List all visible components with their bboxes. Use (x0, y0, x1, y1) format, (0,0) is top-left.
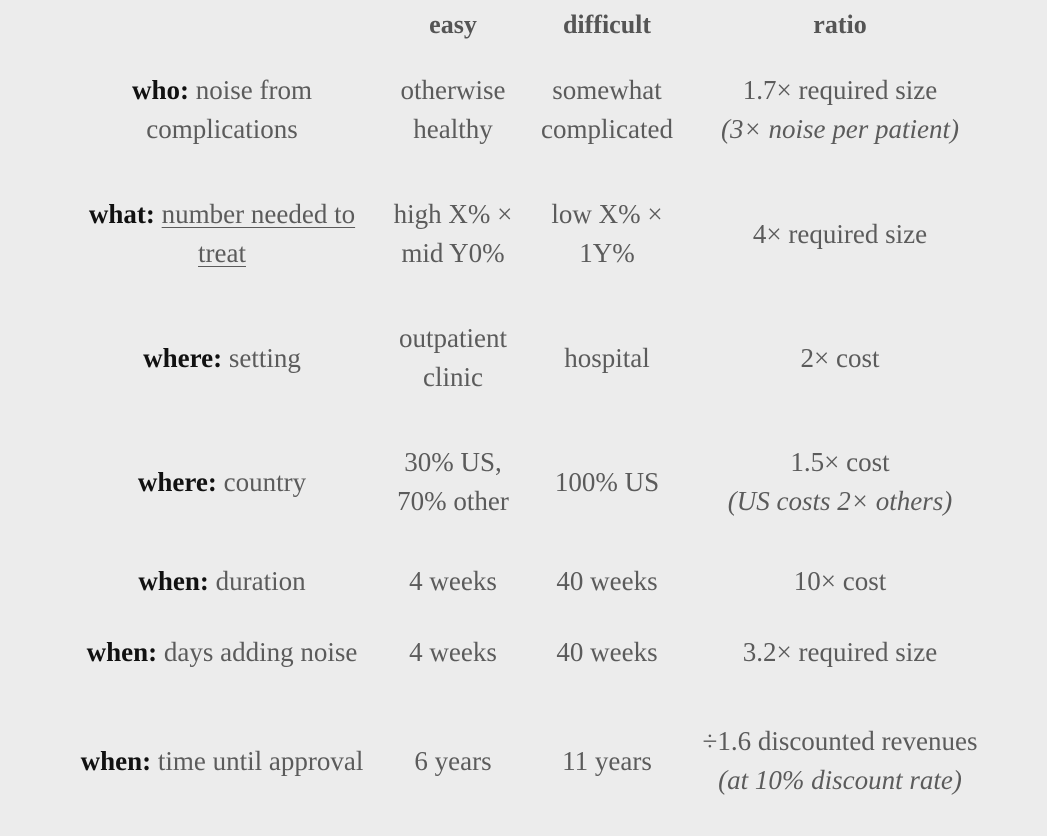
cell-difficult: 40 weeks (556, 565, 658, 596)
cell-difficult: 11 years (562, 745, 652, 776)
row-label-key: where: (137, 466, 217, 497)
cell-easy: 6 years (414, 745, 492, 776)
row-label-desc: duration (208, 565, 306, 596)
table-row: when: days adding noise 4 weeks 40 weeks… (62, 618, 990, 686)
ratio-note: (3× noise per patient) (721, 114, 959, 144)
table-row: where: setting outpatient clinic hospita… (62, 296, 990, 420)
row-label: when: time until approval (62, 686, 382, 836)
cell-difficult: low X% × 1Y% (551, 199, 663, 268)
header-row: easy difficult ratio (62, 0, 990, 48)
comparison-table: easy difficult ratio who: noise from com… (62, 0, 990, 836)
cell-ratio: 2× cost (690, 296, 990, 420)
table-row: when: time until approval 6 years 11 yea… (62, 686, 990, 836)
row-label-key: when: (86, 636, 158, 667)
row-label-desc: days adding noise (157, 636, 358, 667)
row-label: where: setting (62, 296, 382, 420)
cell-easy: 4 weeks (409, 565, 497, 596)
number-needed-to-treat-link[interactable]: number needed to treat (161, 199, 356, 268)
table-row: when: duration 4 weeks 40 weeks 10× cost (62, 544, 990, 618)
ratio-note: (US costs 2× others) (727, 486, 953, 516)
ratio-note: (at 10% discount rate) (718, 765, 962, 795)
row-label: where: country (62, 420, 382, 544)
cell-difficult: 40 weeks (556, 636, 658, 667)
cell-easy: 4 weeks (409, 636, 497, 667)
row-label-desc: setting (222, 342, 301, 373)
row-label: who: noise from complications (62, 48, 382, 172)
cell-ratio: 1.7× required size (3× noise per patient… (690, 48, 990, 172)
cell-easy: high X% × mid Y0% (393, 199, 513, 268)
row-label-desc: country (216, 466, 307, 497)
cell-difficult: 100% US (554, 466, 660, 497)
cell-ratio: 1.5× cost (US costs 2× others) (690, 420, 990, 544)
row-label-desc: noise from complications (146, 75, 312, 144)
ratio-value: 1.5× cost (790, 447, 890, 477)
cell-difficult: hospital (564, 342, 650, 373)
ratio-value: 10× cost (793, 565, 887, 596)
cell-ratio: 4× required size (690, 172, 990, 296)
row-label-key: when: (138, 565, 209, 596)
row-label-key: what: (88, 199, 155, 229)
ratio-value: 4× required size (752, 218, 928, 249)
table-row: where: country 30% US, 70% other 100% US… (62, 420, 990, 544)
row-label-key: when: (80, 745, 152, 776)
row-label-key: who: (132, 75, 190, 105)
table-row: who: noise from complications otherwise … (62, 48, 990, 172)
cell-easy: 30% US, 70% other (397, 447, 509, 516)
cell-easy: outpatient clinic (399, 323, 507, 392)
header-difficult: difficult (562, 9, 652, 39)
ratio-value: 2× cost (800, 342, 880, 373)
cell-ratio: 3.2× required size (690, 618, 990, 686)
cell-ratio: 10× cost (690, 544, 990, 618)
row-label: when: duration (62, 544, 382, 618)
ratio-value: 1.7× required size (742, 75, 938, 105)
row-label: what: number needed to treat (62, 172, 382, 296)
cell-difficult: somewhat complicated (541, 75, 673, 144)
header-easy: easy (429, 9, 477, 39)
ratio-value: 3.2× required size (742, 636, 938, 667)
row-label: when: days adding noise (62, 618, 382, 686)
header-blank (62, 0, 382, 48)
row-label-desc: time until approval (151, 745, 364, 776)
ratio-value: ÷1.6 discounted revenues (702, 726, 978, 756)
header-ratio: ratio (813, 9, 867, 39)
table-row: what: number needed to treat high X% × m… (62, 172, 990, 296)
row-label-key: where: (143, 342, 223, 373)
cell-easy: otherwise healthy (400, 75, 506, 144)
cell-ratio: ÷1.6 discounted revenues (at 10% discoun… (690, 686, 990, 836)
